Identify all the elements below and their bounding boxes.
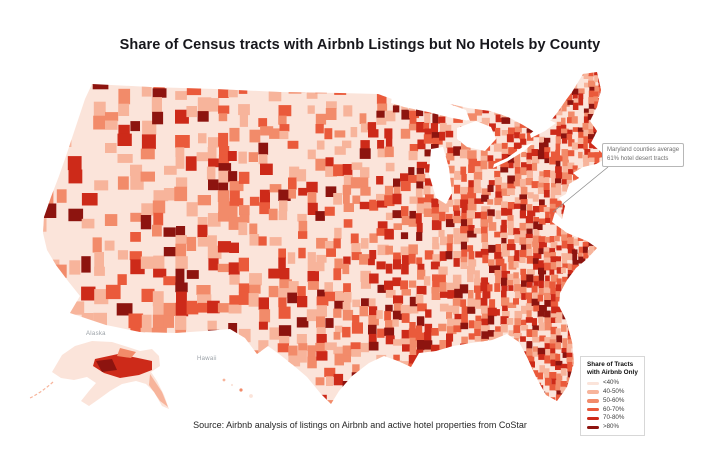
legend-label: 70-80% [603, 414, 625, 422]
legend-items: <40% 40-50% 50-60% 60-70% 70-80% >80% [587, 380, 638, 430]
hawaii-inset [222, 378, 253, 398]
legend-title-line-1: Share of Tracts [587, 361, 634, 368]
annotation-leader-line [552, 166, 609, 213]
legend-item: 60-70% [587, 405, 638, 413]
legend-item: >80% [587, 424, 638, 430]
legend-title: Share of Tracts with Airbnb Only [587, 361, 638, 378]
source-note: Source: Airbnb analysis of listings on A… [193, 420, 527, 430]
annotation-line-2: 61% hotel desert tracts [607, 156, 669, 162]
legend: Share of Tracts with Airbnb Only <40% 40-… [580, 356, 645, 437]
legend-item: <40% [587, 380, 638, 386]
legend-swatch [587, 381, 599, 386]
great-lakes [391, 96, 556, 204]
legend-swatch [587, 399, 599, 403]
hawaii-label: Hawaii [197, 356, 217, 362]
chart-title: Share of Census tracts with Airbnb Listi… [119, 37, 601, 53]
legend-label: 50-60% [603, 396, 625, 404]
legend-label: 60-70% [603, 405, 625, 413]
annotation-line-1: Maryland counties average [607, 147, 680, 153]
maryland-annotation: Maryland counties average 61% hotel dese… [602, 143, 685, 167]
legend-swatch [587, 416, 599, 421]
legend-item: 50-60% [587, 396, 638, 404]
legend-swatch [587, 425, 599, 430]
legend-item: 40-50% [587, 388, 638, 396]
alaska-label: Alaska [86, 331, 106, 337]
legend-item: 70-80% [587, 415, 638, 421]
legend-title-line-2: with Airbnb Only [587, 369, 638, 377]
legend-swatch [587, 407, 599, 412]
legend-label: >80% [603, 423, 619, 431]
legend-label: 40-50% [603, 388, 625, 396]
alaska-inset [29, 341, 169, 409]
legend-swatch [587, 390, 599, 394]
legend-label: <40% [603, 379, 619, 387]
